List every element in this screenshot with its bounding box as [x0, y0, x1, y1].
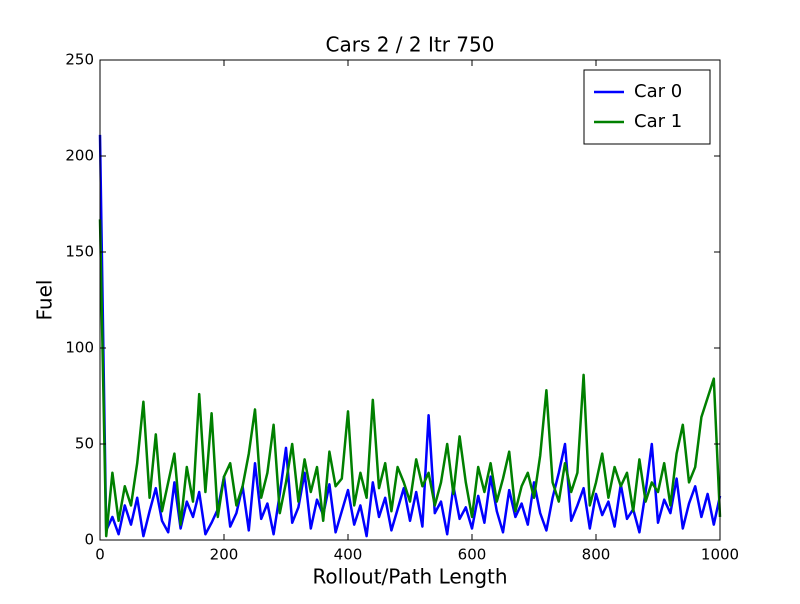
plot-frame — [99, 59, 721, 541]
x-tick-label: 200 — [210, 546, 239, 564]
legend: Car 0 Car 1 — [583, 69, 711, 145]
series-line — [98, 134, 722, 538]
legend-label: Car 1 — [634, 111, 682, 132]
chart-title: Cars 2 / 2 Itr 750 — [326, 33, 495, 57]
x-axis-label: Rollout/Path Length — [312, 565, 507, 589]
y-tick-label: 250 — [65, 51, 94, 69]
x-tick-label: 1000 — [701, 546, 739, 564]
x-tick-label: 0 — [95, 546, 105, 564]
y-tick-label: 50 — [75, 435, 94, 453]
y-tick-label: 100 — [65, 339, 94, 357]
legend-label: Car 0 — [634, 81, 682, 102]
y-tick-label: 150 — [65, 243, 94, 261]
x-tick-label: 600 — [458, 546, 487, 564]
legend-box — [583, 69, 711, 145]
x-tick-label: 400 — [334, 546, 363, 564]
series-line — [98, 219, 722, 538]
y-tick-label: 200 — [65, 147, 94, 165]
y-tick-label: 0 — [84, 531, 94, 549]
y-axis-label: Fuel — [33, 280, 57, 321]
x-tick-label: 800 — [582, 546, 611, 564]
